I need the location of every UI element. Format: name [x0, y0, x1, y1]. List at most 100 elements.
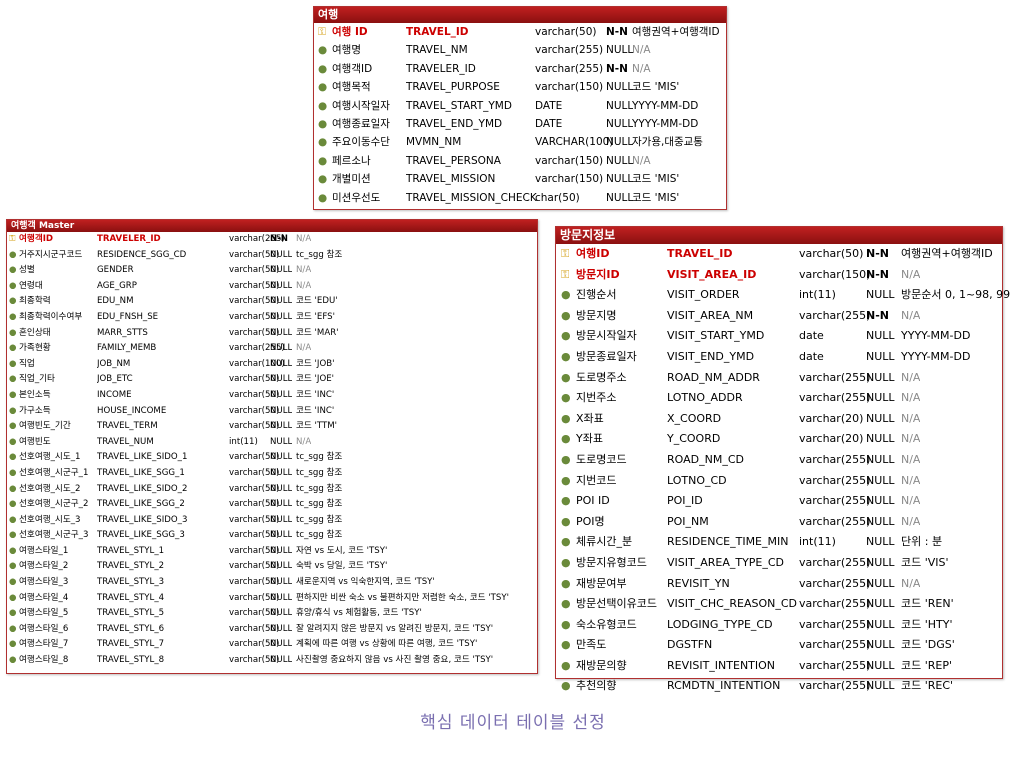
column-comment: 잘 알려지지 않은 방문지 vs 알려진 방문지, 코드 'TSY'	[296, 623, 494, 634]
column-type: varchar(255)	[799, 452, 871, 466]
column-korean-name: 여행목적	[332, 81, 371, 94]
column-nullability: NULL	[866, 370, 895, 384]
column-row: ● 가구소득 HOUSE_INCOME varchar(50) NULL 코드 'INC'	[7, 404, 537, 420]
column-comment: N/A	[901, 452, 921, 466]
column-nullability: NULL	[866, 679, 895, 693]
column-name: RCMDTN_INTENTION	[667, 679, 781, 693]
column-row: ● 지번코드 LOTNO_CD varchar(255) NULL N/A	[556, 471, 1002, 492]
column-nullability: NULL	[866, 349, 895, 363]
column-dot-icon: ●	[9, 655, 17, 666]
column-dot-icon: ●	[561, 473, 571, 487]
column-name: TRAVEL_LIKE_SGG_2	[97, 499, 185, 510]
column-row: ⚿ 여행 ID TRAVEL_ID varchar(50) N-N 여행권역+여행객ID	[314, 23, 726, 41]
column-type: varchar(50)	[229, 374, 280, 385]
column-korean-name: 여행시작일자	[332, 99, 390, 112]
column-nullability: NULL	[866, 432, 895, 446]
column-name: TRAVEL_ID	[406, 26, 469, 38]
column-nullability: NULL	[270, 280, 293, 291]
column-name: EDU_FNSH_SE	[97, 311, 159, 322]
column-name: TRAVEL_LIKE_SIDO_2	[97, 483, 188, 494]
column-nullability: N-N	[270, 234, 288, 244]
column-name: DGSTFN	[667, 638, 713, 652]
column-type: varchar(255)	[535, 62, 604, 75]
column-name: TRAVEL_NUM	[97, 436, 154, 447]
column-row: ● 미션우선도 TRAVEL_MISSION_CHECK char(50) NULL 코드…	[314, 189, 726, 207]
column-korean-name: 선호여행_시도_2	[19, 483, 81, 494]
column-dot-icon: ●	[318, 99, 328, 112]
column-row: ● 방문시작일자 VISIT_START_YMD date NULL YYYY-MM-DD	[556, 326, 1002, 347]
column-name: TRAVEL_LIKE_SGG_1	[97, 467, 185, 478]
column-dot-icon: ●	[318, 117, 328, 130]
column-nullability: NULL	[606, 154, 634, 167]
column-nullability: NULL	[606, 117, 634, 130]
column-dot-icon: ●	[9, 608, 17, 619]
column-type: varchar(50)	[229, 639, 280, 650]
column-comment: 코드 'MIS'	[632, 191, 680, 204]
column-comment: tc_sgg 참조	[296, 483, 343, 494]
column-name: LODGING_TYPE_CD	[667, 617, 773, 631]
column-name: TRAVEL_TERM	[97, 421, 158, 432]
column-type: varchar(150)	[535, 173, 604, 186]
column-row: ● 페르소나 TRAVEL_PERSONA varchar(150) NULL N/A	[314, 152, 726, 170]
column-type: varchar(50)	[229, 623, 280, 634]
column-korean-name: 만족도	[576, 638, 607, 652]
column-dot-icon: ●	[9, 421, 17, 432]
column-row: ⚿ 여행ID TRAVEL_ID varchar(50) N-N 여행권역+여행객ID	[556, 244, 1002, 265]
column-nullability: NULL	[270, 343, 293, 354]
column-row: ⚿ 방문지ID VISIT_AREA_ID varchar(150) N-N N/A	[556, 265, 1002, 286]
column-name: ROAD_NM_ADDR	[667, 370, 760, 384]
column-row: ● 체류시간_분 RESIDENCE_TIME_MIN int(11) NULL 단위 :…	[556, 532, 1002, 553]
column-korean-name: 개별미션	[332, 173, 371, 186]
column-type: VARCHAR(100)	[535, 136, 614, 149]
column-name: TRAVEL_LIKE_SGG_3	[97, 530, 185, 541]
column-comment: 자가용,대중교통	[632, 136, 703, 149]
column-name: JOB_NM	[97, 358, 131, 369]
column-comment: N/A	[901, 494, 921, 508]
column-dot-icon: ●	[561, 432, 571, 446]
column-dot-icon: ●	[561, 514, 571, 528]
column-dot-icon: ●	[561, 329, 571, 343]
column-korean-name: X좌표	[576, 411, 604, 425]
column-row: ● 선호여행_시군구_3 TRAVEL_LIKE_SGG_3 varchar(50) N…	[7, 528, 537, 544]
column-dot-icon: ●	[561, 597, 571, 611]
column-row: ● POI명 POI_NM varchar(255) NULL N/A	[556, 512, 1002, 533]
column-dot-icon: ●	[9, 639, 17, 650]
column-dot-icon: ●	[561, 494, 571, 508]
column-dot-icon: ●	[561, 452, 571, 466]
column-comment: 사진촬영 중요하지 않음 vs 사진 촬영 중요, 코드 'TSY'	[296, 655, 494, 666]
column-korean-name: 성별	[19, 265, 35, 276]
column-dot-icon: ●	[318, 154, 328, 167]
column-nullability: NULL	[606, 81, 634, 94]
column-name: TRAVEL_STYL_6	[97, 623, 165, 634]
column-dot-icon: ●	[9, 514, 17, 525]
column-nullability: NULL	[866, 597, 895, 611]
entity-traveler-master: 여행객 Master ⚿ 여행객ID TRAVELER_ID varchar(255)…	[6, 219, 538, 674]
column-korean-name: 선호여행_시도_3	[19, 514, 81, 525]
column-type: int(11)	[799, 288, 836, 302]
column-dot-icon: ●	[9, 358, 17, 369]
column-name: GENDER	[97, 265, 134, 276]
column-nullability: N-N	[866, 247, 889, 260]
column-dot-icon: ●	[9, 327, 17, 338]
column-dot-icon: ●	[561, 555, 571, 569]
column-type: date	[799, 329, 824, 343]
column-comment: N/A	[296, 280, 312, 291]
column-nullability: NULL	[270, 655, 293, 666]
column-name: JOB_ETC	[97, 374, 133, 385]
column-nullability: NULL	[866, 494, 895, 508]
column-type: varchar(50)	[229, 452, 280, 463]
column-dot-icon: ●	[9, 296, 17, 307]
column-korean-name: POI ID	[576, 494, 610, 508]
column-dot-icon: ●	[9, 452, 17, 463]
column-type: varchar(50)	[229, 311, 280, 322]
column-korean-name: 진행순서	[576, 288, 617, 302]
column-comment: N/A	[632, 44, 651, 57]
column-comment: N/A	[901, 432, 921, 446]
column-comment: tc_sgg 참조	[296, 452, 343, 463]
column-korean-name: 방문지명	[576, 308, 617, 322]
column-type: varchar(150)	[535, 81, 604, 94]
column-type: varchar(50)	[229, 608, 280, 619]
column-type: varchar(20)	[799, 432, 864, 446]
column-row: ● 거주지시군구코드 RESIDENCE_SGG_CD varchar(50) NULL…	[7, 248, 537, 264]
column-type: varchar(255)	[799, 494, 871, 508]
